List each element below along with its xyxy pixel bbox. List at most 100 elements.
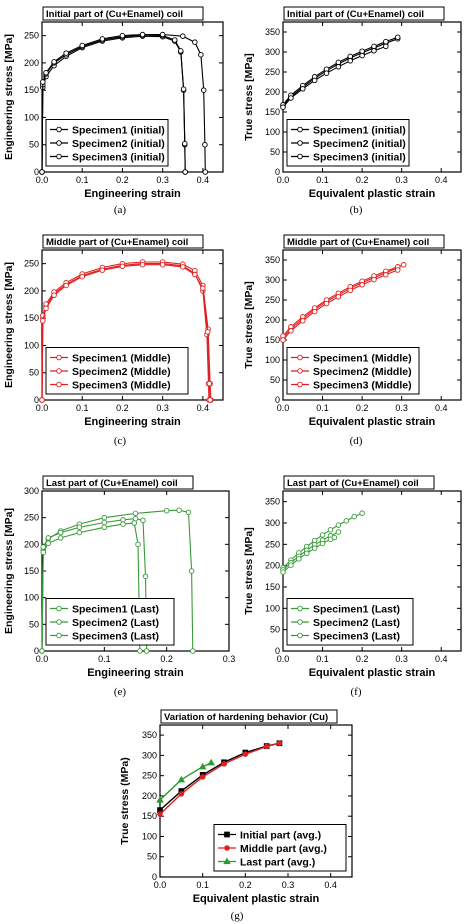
x-tick-label: 0.4 [435,403,448,413]
x-tick-label: 0.0 [36,403,49,413]
data-point [56,605,62,612]
data-point [207,397,213,403]
series-2 [157,740,283,817]
data-point [371,43,377,50]
data-point [56,126,62,133]
legend-label: Specimen3 (Middle) [72,380,171,392]
legend: Specimen1 (Middle)Specimen2 (Middle) Spec… [286,347,420,395]
y-tick-label: 350 [265,255,280,265]
legend-item: Specimen3 (Last) [50,631,159,643]
data-point [180,86,187,92]
legend-item: Specimen3 (initial) [291,152,406,164]
title-text: Last part of (Cu+Enamel) coil [46,478,178,489]
x-axis-label: Equivalent plastic strain [309,416,436,428]
data-point [311,77,318,84]
data-point [185,509,192,516]
x-axis-label: Engineering strain [84,416,181,428]
legend-item: Middle part (avg.) [218,843,327,855]
panel-e: Last part of (Cu+Enamel) coil 0.0 0.1 0.2 0.… [3,475,236,698]
x-tick-label: 0.0 [277,654,290,664]
x-tick-label: 0.2 [160,654,173,664]
y-tick-label: 150 [265,107,280,117]
panel-title: Initial part of (Cu+Enamel) coil [42,6,204,21]
series-line [282,45,386,108]
y-tick-label: 200 [265,561,280,571]
y-tick-label: 200 [24,286,39,296]
x-tick-label: 0.4 [324,880,337,890]
title-text: Middle part of (Cu+Enamel) coil [46,237,188,248]
y-axis-label: Engineering stress [MPa] [3,34,15,160]
legend-item: Initial part (avg.) [218,830,321,842]
x-tick-label: 0.3 [223,654,236,664]
data-point [79,42,85,49]
legend-label: Specimen1 (Last) [72,604,159,616]
series-3 [39,520,143,654]
data-point [57,529,64,536]
title-text: Initial part of (Cu+Enamel) coil [287,9,424,20]
legend-item: Specimen2 (Middle) [50,366,171,378]
data-point [101,524,108,531]
data-point [63,50,69,56]
data-point [56,381,62,388]
y-tick-label: 50 [147,852,157,862]
y-tick-label: 50 [29,140,39,150]
series-3 [280,534,338,575]
data-point [288,562,294,568]
data-point [223,857,231,865]
series-line [282,267,398,339]
panel-title: Middle part of (Cu+Enamel) coil [283,234,445,249]
y-axis-label: True stress [MPa] [243,527,255,615]
data-point [157,811,163,817]
x-axis-label: Engineering strain [87,667,184,679]
legend-label: Specimen1 (initial) [72,125,165,137]
data-point [347,58,353,64]
plot-frame [282,249,462,401]
x-tick-label: 0.1 [98,654,111,664]
data-point [297,354,303,361]
legend-item: Specimen2 (initial) [50,138,165,150]
figure-caption: (d) [350,435,363,447]
legend-label: Specimen1 (Middle) [313,353,412,365]
x-tick-label: 0.4 [435,654,448,664]
legend-label: Initial part (avg.) [240,830,321,842]
data-point [359,52,365,59]
y-tick-label: 350 [265,497,280,507]
data-point [176,507,182,513]
data-point [39,648,45,654]
series-line [282,36,398,106]
legend-label: Specimen1 (Last) [313,604,400,616]
legend-item: Specimen2 (Middle) [291,366,412,378]
series-3 [39,261,213,403]
series-3 [280,267,401,343]
data-point [79,273,85,280]
title-text: Variation of hardening behavior (Cu) [164,712,328,723]
data-point [383,43,389,50]
data-point [359,510,365,516]
legend: Specimen1 (Last)Specimen2 (Last) Specimen… [286,598,414,646]
legend: Initial part (avg.)Middle part (avg.) Las… [213,824,347,872]
data-point [288,95,294,101]
y-tick-label: 150 [24,313,39,323]
x-tick-label: 0.0 [277,175,290,185]
x-tick-label: 0.0 [154,880,167,890]
series-3 [156,758,215,803]
data-point [359,48,365,54]
x-tick-label: 0.2 [356,175,369,185]
y-tick-label: 100 [265,127,280,137]
y-tick-label: 50 [29,368,39,378]
y-tick-label: 200 [265,315,280,325]
data-point [101,514,108,521]
y-tick-label: 300 [265,47,280,57]
legend-label: Specimen3 (initial) [72,152,165,164]
data-point [297,368,303,374]
data-point [139,261,146,268]
data-point [359,282,365,288]
series-line [282,269,398,341]
y-tick-label: 150 [142,811,157,821]
y-tick-label: 300 [142,750,157,760]
data-point [40,549,46,556]
panel-title: Last part of (Cu+Enamel) coil [42,475,194,490]
y-tick-label: 200 [24,539,39,549]
series-3 [39,31,209,175]
y-tick-label: 300 [265,275,280,285]
